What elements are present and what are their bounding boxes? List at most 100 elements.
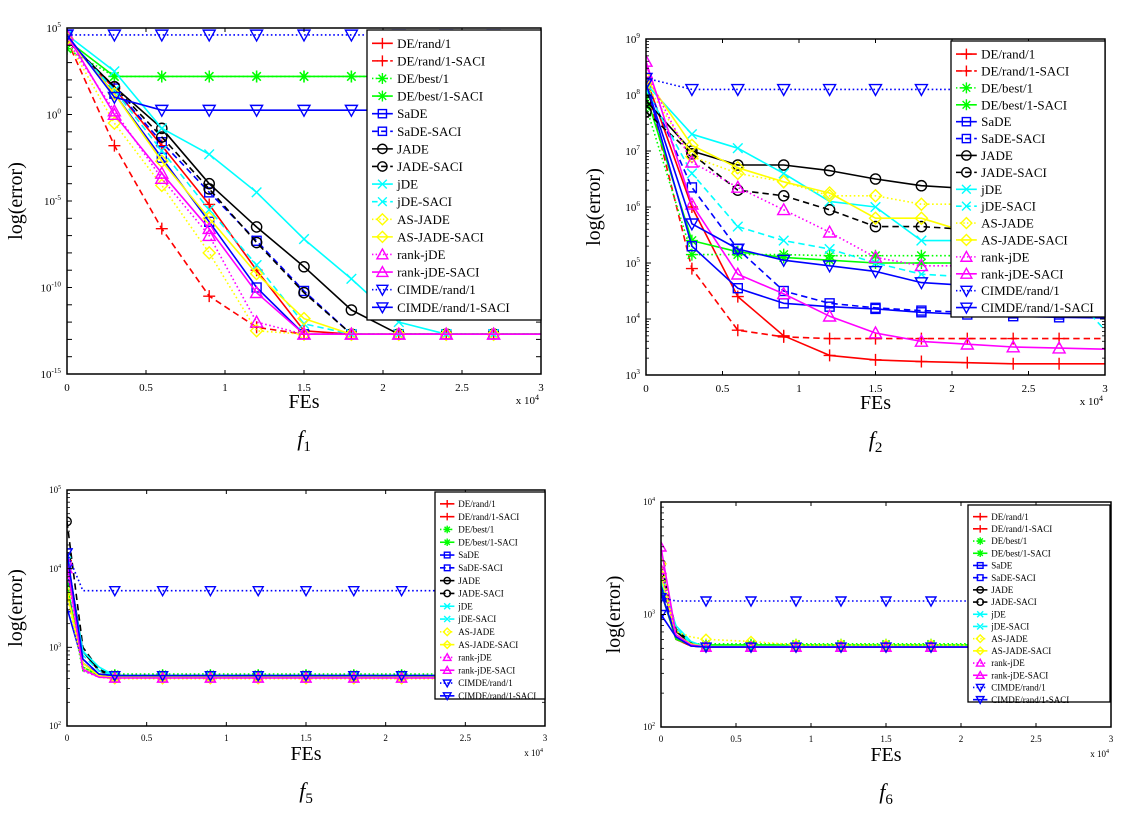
legend: DE/rand/1 DE/rand/1-SACI DE/best/1 DE/best/… xyxy=(366,29,542,321)
data-point xyxy=(296,104,312,118)
legend-marker-icon xyxy=(443,564,451,572)
data-point xyxy=(924,596,938,608)
data-point xyxy=(298,286,310,299)
data-point xyxy=(879,642,893,654)
legend-marker-icon xyxy=(976,622,984,630)
data-point xyxy=(67,516,72,527)
legend-item: JADE-SACI xyxy=(973,597,1037,607)
legend-label: CIMDE/rand/1 xyxy=(991,683,1046,693)
legend-item: CIMDE/rand/1-SACI xyxy=(956,300,1094,315)
legend-marker-icon xyxy=(975,695,986,705)
y-tick-label: 104 xyxy=(49,564,61,574)
legend-label: rank-jDE-SACI xyxy=(991,670,1048,680)
data-point xyxy=(646,78,654,92)
legend-marker-icon xyxy=(443,576,452,585)
data-point xyxy=(661,563,668,575)
data-point xyxy=(108,70,121,83)
data-point xyxy=(486,326,501,340)
legend-label: CIMDE/rand/1-SACI xyxy=(397,300,510,315)
data-point xyxy=(249,314,264,328)
x-tick-label: 2.5 xyxy=(460,733,472,743)
data-point xyxy=(344,104,359,118)
x-tick-label: 3 xyxy=(543,733,548,743)
data-point xyxy=(202,211,217,226)
data-point xyxy=(249,323,264,338)
legend-label: DE/best/1-SACI xyxy=(458,537,518,547)
legend-item: CIMDE/rand/1-SACI xyxy=(440,691,536,702)
data-point xyxy=(881,639,891,650)
legend-item: SaDE xyxy=(372,106,427,121)
x-tick-label: 3 xyxy=(1109,734,1114,744)
data-point xyxy=(744,596,758,608)
x-axis-label: FEs xyxy=(860,392,891,414)
legend-item: rank-jDE-SACI xyxy=(372,265,479,280)
data-point xyxy=(731,324,744,337)
legend-label: SaDE xyxy=(458,550,479,560)
legend-marker-icon xyxy=(443,538,451,547)
x-tick-label: 2 xyxy=(959,734,964,744)
data-point xyxy=(686,240,698,252)
data-point xyxy=(684,218,700,232)
legend-item: DE/best/1 xyxy=(973,536,1027,546)
legend-marker-icon xyxy=(975,646,985,656)
data-point xyxy=(823,332,836,345)
legend-marker-icon xyxy=(959,216,973,230)
legend-marker-icon xyxy=(976,512,984,521)
data-point xyxy=(823,349,836,362)
legend-marker-icon xyxy=(375,212,389,226)
legend-item: SaDE-SACI xyxy=(440,563,503,573)
legend-item: DE/best/1 xyxy=(372,71,449,86)
data-point xyxy=(732,221,744,232)
data-point xyxy=(156,123,168,134)
legend-marker-icon xyxy=(976,610,984,618)
legend-marker-icon xyxy=(976,549,984,558)
legend-label: AS-JADE xyxy=(458,627,495,637)
legend-label: DE/best/1 xyxy=(991,536,1027,546)
y-tick-label: 105 xyxy=(49,485,61,495)
legend-item: AS-JADE-SACI xyxy=(372,229,484,244)
legend-marker-icon xyxy=(442,665,453,674)
data-point xyxy=(298,260,310,273)
data-point xyxy=(67,33,74,48)
y-tick-label: 108 xyxy=(625,88,640,102)
legend-label: DE/best/1 xyxy=(458,525,494,535)
data-point xyxy=(868,249,883,263)
data-point xyxy=(869,249,882,262)
data-point xyxy=(744,642,758,654)
x-tick-label: 3 xyxy=(1102,383,1108,395)
legend-label: rank-jDE xyxy=(458,653,492,663)
x-multiplier-label: x 104 xyxy=(516,393,539,407)
legend-marker-icon xyxy=(976,561,984,569)
data-point xyxy=(202,104,217,118)
data-point xyxy=(346,273,357,285)
legend-label: jDE xyxy=(990,609,1006,619)
legend-marker-icon xyxy=(976,537,984,545)
legend-item: DE/rand/1-SACI xyxy=(973,524,1052,534)
legend-item: CIMDE/rand/1 xyxy=(956,283,1060,298)
legend-marker-icon xyxy=(960,48,972,60)
legend-label: JADE xyxy=(981,148,1013,163)
legend-item: SaDE xyxy=(956,114,1011,129)
data-point xyxy=(347,670,360,683)
legend-label: CIMDE/rand/1 xyxy=(458,678,513,688)
legend-label: DE/rand/1 xyxy=(981,47,1035,62)
data-point xyxy=(202,245,217,260)
data-point xyxy=(730,266,745,280)
y-axis-label: log(error) xyxy=(603,576,625,654)
y-tick-label: 104 xyxy=(643,497,655,507)
legend-label: SaDE xyxy=(397,106,427,121)
legend-marker-icon xyxy=(443,525,451,534)
legend-item: SaDE xyxy=(973,561,1013,571)
y-tick-label: 10-5 xyxy=(44,194,61,208)
data-point xyxy=(822,188,837,203)
legend-label: rank-jDE-SACI xyxy=(397,265,479,280)
legend-label: jDE-SACI xyxy=(990,622,1029,632)
data-point xyxy=(916,235,927,246)
legend-marker-icon xyxy=(960,82,972,94)
data-point xyxy=(870,302,881,313)
legend-item: CIMDE/rand/1 xyxy=(372,282,476,297)
data-point xyxy=(202,228,217,242)
x-tick-label: 0 xyxy=(643,383,649,395)
data-point xyxy=(202,221,217,235)
legend-marker-icon xyxy=(961,133,972,144)
